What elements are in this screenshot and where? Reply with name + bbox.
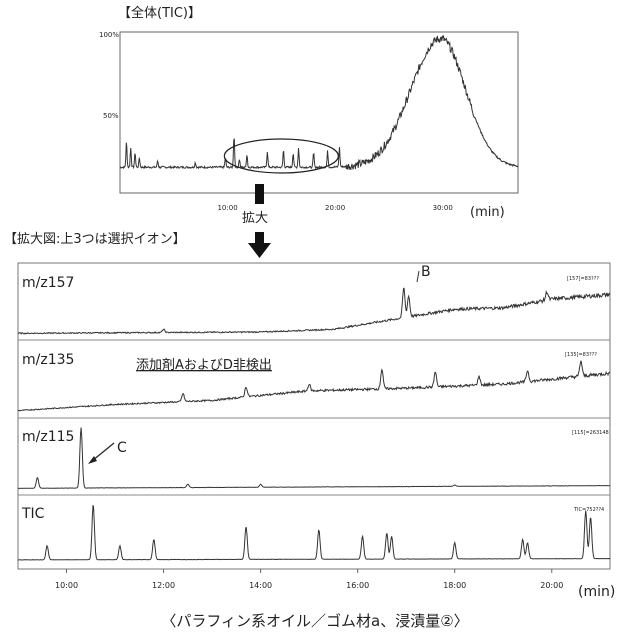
peak-b-label: B xyxy=(421,264,431,280)
zoom-x-tick-label: 14:00 xyxy=(249,581,272,590)
peak-c-arrowhead-icon xyxy=(88,456,97,464)
panel-counter-mz157: [157]=83??? xyxy=(567,276,599,282)
tic-trace xyxy=(18,504,611,561)
zoom-connector-bar xyxy=(255,184,264,204)
zoom-x-ticks: 10:00 12:00 14:00 16:00 18:00 20:00 xyxy=(55,569,563,590)
overview-tic-line xyxy=(119,34,519,171)
overview-y-tick-100: 100% xyxy=(99,31,119,39)
overview-plot-frame xyxy=(119,31,519,194)
zoom-x-tick-label: 12:00 xyxy=(152,581,175,590)
zoom-heading: 【拡大図:上3つは選択イオン】 xyxy=(4,232,186,247)
overview-x-tick: 20:00 xyxy=(325,204,345,212)
peak-c-arrow xyxy=(91,442,115,462)
overview-heading: 【全体(TIC)】 xyxy=(118,5,201,21)
zoom-arrow-icon xyxy=(248,232,271,258)
panel-counter-mz115: [115]=263148 xyxy=(572,430,609,436)
zoom-region-ellipse xyxy=(223,138,339,174)
zoom-x-unit: (min) xyxy=(578,584,615,600)
zoom-panel-frame xyxy=(17,262,611,570)
overview-x-ticks: 10:00 20:00 30:00 xyxy=(217,204,452,212)
zoom-x-tick-label: 20:00 xyxy=(540,581,563,590)
panel-label-tic: TIC xyxy=(21,506,45,522)
zoom-x-tick-label: 16:00 xyxy=(346,581,369,590)
mz157-trace xyxy=(17,287,611,335)
mz115-trace xyxy=(18,427,610,489)
overview-y-tick-50: 50% xyxy=(103,112,119,120)
zoom-x-tick-label: 10:00 xyxy=(55,581,78,590)
panel-counter-tic: TIC=752??4 xyxy=(573,507,604,513)
overview-x-unit: (min) xyxy=(470,205,505,220)
panel-label-mz157: m/z157 xyxy=(22,275,74,291)
figure-caption: 〈パラフィン系オイル／ゴム材a、浸漬量②〉 xyxy=(161,612,468,630)
no-additive-note: 添加剤AおよびD非検出 xyxy=(136,357,272,373)
peak-c-label: C xyxy=(117,440,127,456)
panel-label-mz135: m/z135 xyxy=(22,352,74,368)
panel-counter-mz135: [135]=83??? xyxy=(565,352,597,358)
mz135-trace xyxy=(17,360,611,412)
overview-x-tick: 10:00 xyxy=(217,204,237,212)
zoom-label: 拡大 xyxy=(242,211,268,226)
panel-label-mz115: m/z115 xyxy=(22,429,74,445)
zoom-x-tick-label: 18:00 xyxy=(443,581,466,590)
overview-x-tick: 30:00 xyxy=(433,204,453,212)
peak-b-leader xyxy=(416,270,420,283)
